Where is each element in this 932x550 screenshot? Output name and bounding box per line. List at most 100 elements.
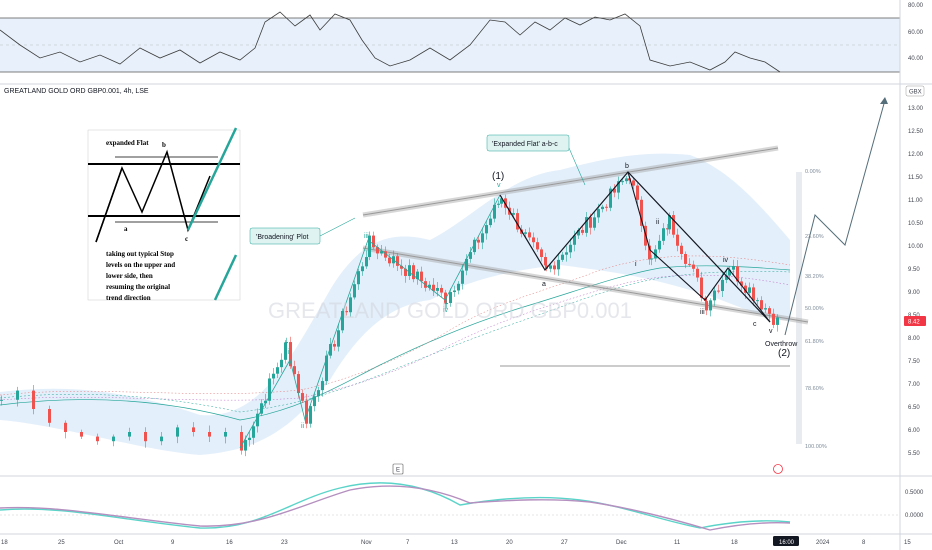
oscillator-pane: [0, 482, 900, 531]
wave-label-b: b: [625, 163, 629, 170]
wave-label-i-1: i: [288, 349, 290, 356]
candle-body: [453, 290, 456, 293]
candle-body: [650, 258, 653, 260]
candle-body: [365, 257, 368, 267]
candle-body: [585, 217, 588, 233]
candle-body: [524, 232, 527, 234]
candle-body: [280, 359, 283, 368]
wave-label-1: (1): [492, 171, 504, 182]
currency-badge-box[interactable]: [905, 85, 925, 97]
candle-body: [353, 284, 356, 298]
fib-retracement-zone: [796, 172, 802, 444]
overthrow-label: Overthrow: [765, 341, 798, 348]
time-tick: 2024: [816, 540, 830, 546]
candle-body: [276, 367, 279, 374]
candle-body: [317, 390, 320, 397]
candle-body: [289, 342, 292, 367]
candle-body: [477, 239, 480, 243]
candle-body: [648, 245, 651, 260]
price-tick: 7.50: [908, 359, 920, 365]
candle-body: [412, 265, 415, 280]
inset-title: expanded Flat: [106, 139, 149, 147]
events-icon[interactable]: [392, 463, 404, 475]
candle-body: [636, 185, 639, 200]
envelope-bands: [0, 153, 790, 455]
candle-body: [408, 265, 411, 276]
flash-icon[interactable]: [773, 464, 783, 474]
candle-body: [493, 204, 496, 219]
candle-body: [672, 215, 675, 235]
candle-body: [341, 310, 344, 331]
candle-body: [609, 188, 612, 208]
wave-label-v-2: v: [769, 328, 773, 335]
candle-body: [728, 269, 731, 276]
candle-body: [680, 245, 683, 254]
wave-label-c: c: [753, 321, 757, 328]
currency-badge: GBX: [909, 90, 922, 96]
time-tick: 18: [1, 540, 8, 546]
inset-text-3: lower side, then: [106, 272, 153, 280]
candle-body: [760, 300, 763, 310]
candle-body: [457, 283, 460, 291]
candle-body: [469, 252, 472, 259]
rsi-axis: 80.00 60.00 40.00: [908, 3, 924, 62]
candle-body: [301, 393, 304, 401]
time-tick: 27: [561, 540, 568, 546]
candle-body: [589, 217, 592, 228]
candle-body: [713, 290, 716, 301]
broadening-label: 'Broadening' Plot: [256, 234, 309, 241]
candle-body: [208, 432, 211, 437]
candle-body: [500, 198, 503, 204]
wave-label-i-2: i: [635, 261, 637, 268]
candle-body: [432, 284, 435, 291]
impulse-wave-line: [239, 194, 501, 449]
candle-body: [705, 301, 708, 311]
candle-body: [388, 257, 391, 264]
candle-body: [128, 432, 131, 437]
candle-body: [485, 225, 488, 234]
candle-body: [613, 188, 616, 193]
osc-axis: 0.5000 0.0000: [905, 490, 924, 519]
time-axis[interactable]: 18 25 Oct 9 16 23 Nov 7 13 20 27 Dec 11 18 16:00 2024 8 1…: [1, 536, 911, 546]
candle-body: [540, 249, 543, 258]
time-tick: Oct: [114, 540, 124, 546]
candle-body: [497, 203, 500, 205]
wave-label-iv-2: iv: [723, 257, 729, 264]
candle-body: [768, 308, 771, 314]
price-tick: 9.00: [908, 290, 920, 296]
time-tick: 9: [171, 540, 175, 546]
candle-body: [744, 285, 747, 293]
price-axis[interactable]: 13.00 12.50 12.00 11.50 11.00 10.50 10.00 9.50 9…: [908, 106, 924, 457]
wave-label-ii-2: ii: [656, 219, 660, 226]
fib-label-50: 50.00%: [805, 306, 824, 312]
candle-body: [561, 254, 564, 260]
osc-tick-05: 0.5000: [905, 490, 924, 496]
time-tick: 8: [862, 540, 866, 546]
candle-body: [597, 209, 600, 218]
candle-body: [357, 271, 360, 285]
candle-body: [740, 281, 743, 286]
candle-body: [160, 436, 163, 442]
candle-body: [725, 275, 728, 280]
candle-body: [333, 344, 336, 347]
time-tick: 16: [226, 540, 233, 546]
candle-body: [654, 249, 657, 259]
time-tick: 15: [904, 540, 911, 546]
candle-body: [272, 373, 275, 379]
candle-body: [544, 257, 547, 266]
candle-body: [601, 206, 604, 210]
candle-body: [688, 263, 691, 265]
candle-body: [565, 252, 568, 255]
candle-body: [721, 279, 724, 292]
candle-body: [756, 300, 759, 302]
moving-averages: [0, 255, 791, 421]
candle-body: [581, 229, 584, 233]
candle-body: [256, 413, 259, 427]
price-tick: 10.00: [908, 244, 924, 250]
inset-point-a: a: [124, 225, 128, 233]
candle-body: [264, 400, 267, 404]
time-tick: 16:00: [779, 540, 795, 546]
inset-point-b: b: [162, 141, 166, 149]
candle-body: [349, 297, 352, 313]
